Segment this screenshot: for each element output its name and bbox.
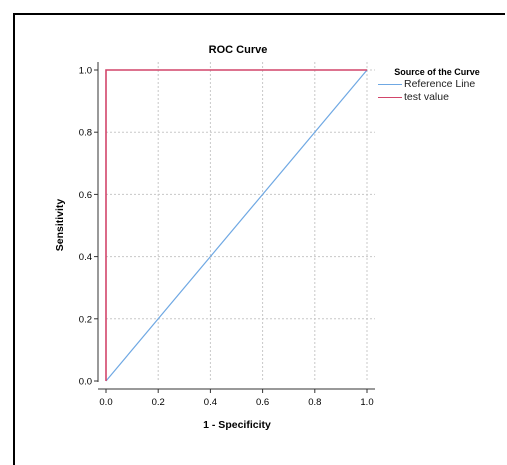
legend-label: Reference Line xyxy=(404,78,476,90)
x-axis-label: 1 - Specificity xyxy=(203,419,271,431)
y-tick-label: 0.8 xyxy=(79,128,92,139)
x-tick-label: 0.2 xyxy=(152,397,165,408)
x-tick-label: 0.8 xyxy=(308,397,321,408)
series-line-test-value xyxy=(105,69,367,381)
series-line-reference-line xyxy=(105,69,368,382)
y-tick-label: 0.6 xyxy=(79,190,92,201)
x-tick-label: 0.4 xyxy=(204,397,217,408)
legend-title: Source of the Curve xyxy=(394,67,480,77)
legend: Source of the Curve Reference Line test v… xyxy=(378,68,503,103)
y-tick-label: 1.0 xyxy=(79,66,92,77)
y-tick-label: 0.4 xyxy=(79,252,92,263)
legend-items: Reference Line test value xyxy=(378,78,503,103)
y-tick-label: 0.0 xyxy=(79,377,92,388)
x-tick-label: 1.0 xyxy=(360,397,373,408)
legend-item: Reference Line xyxy=(378,78,503,90)
x-tick-label: 0.0 xyxy=(99,397,112,408)
axes xyxy=(94,62,375,393)
chart-frame xyxy=(13,13,505,465)
grid-lines xyxy=(106,62,375,382)
legend-swatch xyxy=(378,96,402,98)
y-tick-label: 0.2 xyxy=(79,314,92,325)
y-axis-label: Sensitivity xyxy=(54,199,66,252)
legend-item: test value xyxy=(378,91,503,103)
legend-swatch xyxy=(378,83,402,85)
x-tick-label: 0.6 xyxy=(256,397,269,408)
legend-label: test value xyxy=(404,91,449,103)
chart-title: ROC Curve xyxy=(209,44,268,56)
series-lines xyxy=(105,69,368,382)
tick-labels: 0.0 0.2 0.4 0.6 0.8 1.0 0.0 0.2 0.4 0.6 0.8 1.0 xyxy=(79,66,374,409)
